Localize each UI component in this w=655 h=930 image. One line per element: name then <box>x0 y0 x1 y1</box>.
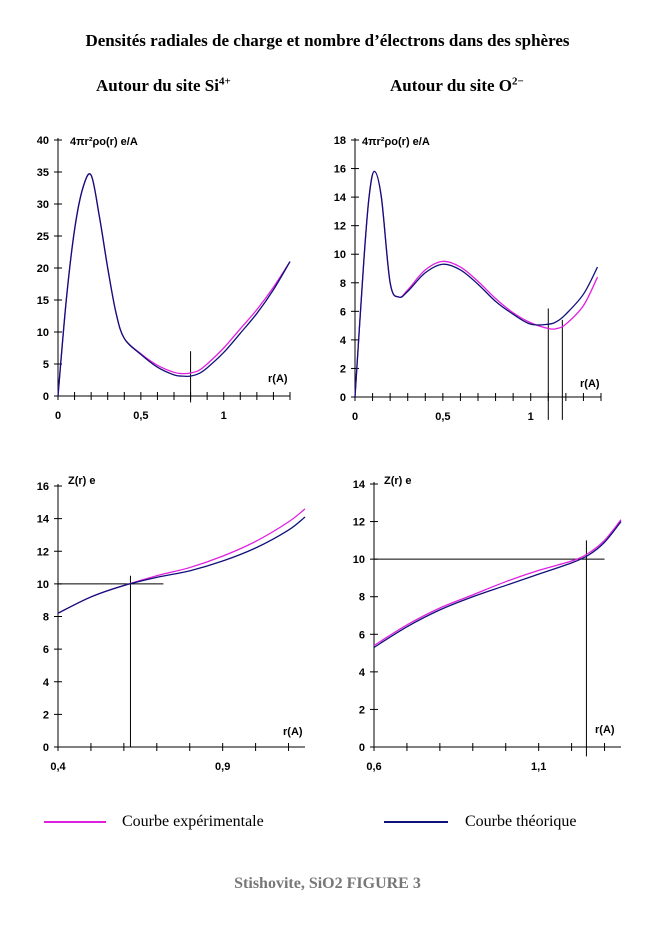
x-tick-label: 0 <box>55 410 61 422</box>
column-title-si: Autour du site Si4+ <box>96 76 231 96</box>
y-tick-label: 6 <box>359 629 365 641</box>
y-tick-label: 2 <box>340 363 346 375</box>
series-line-theoretical <box>373 521 622 648</box>
y-tick-label: 2 <box>43 709 49 721</box>
y-axis-label: 4πr²ρo(r) e/A <box>362 136 430 148</box>
x-tick-label: 0 <box>352 411 358 423</box>
series-line-experimental <box>373 519 622 647</box>
x-tick-label: 0,6 <box>366 761 381 773</box>
x-tick-label: 0,9 <box>215 761 230 773</box>
y-tick-label: 16 <box>334 164 346 176</box>
chart-si-density: 0 5 10 15 20 25 30 35 40 0 0,5 1 4πr²ρo(r) e/A r(A) <box>37 135 291 422</box>
y-tick-label: 8 <box>359 592 365 604</box>
y-tick-label: 30 <box>37 199 49 211</box>
chart-si-charge: 0 2 4 6 8 10 12 14 16 0,4 0,9 Z(r) e r(A) <box>37 475 306 773</box>
column-title-o-superscript: 2− <box>512 75 524 88</box>
x-tick-label: 1 <box>528 411 534 423</box>
series-line-experimental <box>354 170 599 398</box>
column-title-si-label: Autour du site Si <box>96 76 219 95</box>
y-tick-label: 16 <box>37 481 49 493</box>
y-tick-label: 12 <box>37 546 49 558</box>
y-tick-label: 15 <box>37 295 49 307</box>
y-tick-label: 6 <box>43 644 49 656</box>
x-axis-label: r(A) <box>595 724 615 736</box>
y-axis-label: 4πr²ρo(r) e/A <box>70 136 138 148</box>
figure-caption: Stishovite, SiO2 FIGURE 3 <box>234 875 421 892</box>
series-line-theoretical <box>57 516 306 614</box>
y-tick-label: 8 <box>340 278 346 290</box>
x-axis-label: r(A) <box>283 726 303 738</box>
y-tick-label: 12 <box>353 517 365 529</box>
column-title-o-label: Autour du site O <box>390 76 513 95</box>
y-tick-label: 2 <box>359 704 365 716</box>
x-tick-label: 0,5 <box>435 411 450 423</box>
x-axis-label: r(A) <box>268 373 288 385</box>
x-tick-label: 1 <box>221 410 227 422</box>
x-tick-label: 0,5 <box>133 410 148 422</box>
y-tick-label: 4 <box>43 677 50 689</box>
y-tick-label: 10 <box>37 579 49 591</box>
y-tick-label: 20 <box>37 263 49 275</box>
legend-label-theoretical: Courbe théorique <box>465 813 577 830</box>
chart-o-density: 0 2 4 6 8 10 12 14 16 18 0 0,5 1 4πr²ρo(r) e/A r(A) <box>334 135 602 423</box>
x-axis-label: r(A) <box>580 378 600 390</box>
y-tick-label: 14 <box>334 192 347 204</box>
y-tick-label: 14 <box>353 479 366 491</box>
y-tick-label: 25 <box>37 231 49 243</box>
series-line-theoretical <box>57 173 291 397</box>
y-tick-label: 18 <box>334 135 346 147</box>
y-tick-label: 10 <box>37 327 49 339</box>
y-tick-label: 40 <box>37 135 49 147</box>
y-tick-label: 14 <box>37 514 50 526</box>
legend-label-experimental: Courbe expérimentale <box>122 813 264 830</box>
column-title-o: Autour du site O2− <box>390 76 524 96</box>
y-tick-label: 8 <box>43 612 49 624</box>
series-line-experimental <box>57 508 306 614</box>
y-axis-label: Z(r) e <box>384 475 412 487</box>
y-tick-label: 5 <box>43 359 49 371</box>
y-tick-label: 12 <box>334 221 346 233</box>
y-axis-label: Z(r) e <box>68 475 96 487</box>
y-tick-label: 35 <box>37 167 49 179</box>
series-line-experimental <box>57 173 291 397</box>
y-tick-label: 6 <box>340 306 346 318</box>
y-tick-label: 10 <box>353 554 365 566</box>
column-title-si-superscript: 4+ <box>218 75 231 88</box>
y-tick-label: 4 <box>359 667 366 679</box>
x-tick-label: 1,1 <box>531 761 546 773</box>
series-line-theoretical <box>354 170 599 398</box>
chart-o-charge: 0 2 4 6 8 10 12 14 0,6 1,1 Z(r) e r(A) <box>353 475 622 773</box>
y-tick-label: 4 <box>340 335 347 347</box>
y-tick-label: 0 <box>340 392 346 404</box>
page-title: Densités radiales de charge et nombre d’… <box>85 31 570 50</box>
y-tick-label: 10 <box>334 249 346 261</box>
x-tick-label: 0,4 <box>50 761 66 773</box>
y-tick-label: 0 <box>359 742 365 754</box>
y-tick-label: 0 <box>43 742 49 754</box>
y-tick-label: 0 <box>43 391 49 403</box>
